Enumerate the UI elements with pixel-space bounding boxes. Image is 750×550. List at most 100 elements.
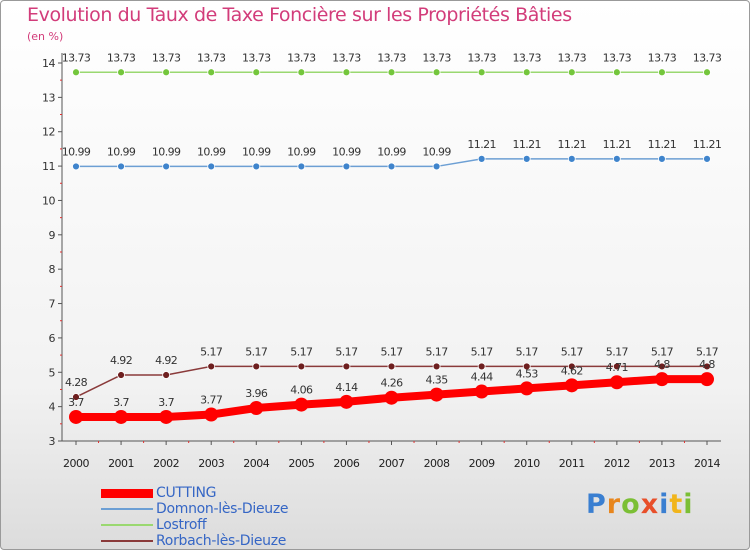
data-label-lostroff: 13.73	[332, 51, 361, 64]
data-label-domnon-l-s-dieuze: 11.21	[648, 138, 677, 151]
data-label-rorbach-l-s-dieuze: 4.92	[155, 354, 177, 367]
point-rorbach-l-s-dieuze	[522, 362, 531, 371]
data-label-rorbach-l-s-dieuze: 4.92	[110, 354, 132, 367]
data-label-lostroff: 13.73	[558, 51, 587, 64]
point-rorbach-l-s-dieuze	[477, 362, 486, 371]
legend-swatch	[101, 488, 153, 498]
data-label-cutting: 4.44	[471, 371, 494, 384]
point-rorbach-l-s-dieuze	[658, 362, 666, 371]
data-label-lostroff: 13.73	[603, 51, 632, 64]
x-tick-label: 2001	[108, 457, 134, 470]
data-label-cutting: 4.53	[516, 367, 539, 380]
legend-label: Domnon-lès-Dieuze	[156, 501, 289, 517]
data-label-lostroff: 13.73	[648, 51, 677, 64]
x-tick-label: 2002	[153, 457, 179, 470]
proxiti-logo: Proxiti	[586, 489, 694, 520]
point-domnon-l-s-dieuze	[72, 162, 80, 171]
point-rorbach-l-s-dieuze	[387, 362, 396, 371]
logo-letter: i	[659, 489, 670, 520]
point-domnon-l-s-dieuze	[612, 154, 621, 163]
legend-swatch	[101, 508, 153, 510]
point-rorbach-l-s-dieuze	[612, 362, 621, 371]
legend-item-cutting: CUTTING	[101, 485, 288, 501]
data-label-domnon-l-s-dieuze: 10.99	[287, 145, 316, 158]
point-rorbach-l-s-dieuze	[207, 362, 216, 371]
point-domnon-l-s-dieuze	[342, 162, 351, 171]
data-label-cutting: 4.8	[654, 358, 670, 371]
point-cutting	[204, 407, 219, 422]
data-label-domnon-l-s-dieuze: 11.21	[693, 138, 722, 151]
point-rorbach-l-s-dieuze	[342, 362, 351, 371]
y-tick-label: 13	[42, 91, 55, 104]
point-lostroff	[477, 68, 486, 77]
data-label-cutting: 3.7	[68, 396, 84, 409]
point-rorbach-l-s-dieuze	[567, 362, 576, 371]
logo-letter: x	[640, 489, 660, 520]
data-label-domnon-l-s-dieuze: 10.99	[377, 145, 406, 158]
point-lostroff	[522, 68, 531, 77]
data-label-domnon-l-s-dieuze: 10.99	[107, 145, 136, 158]
point-lostroff	[387, 68, 396, 77]
data-label-cutting: 3.96	[245, 387, 268, 400]
data-label-cutting: 4.06	[290, 384, 313, 397]
chart-legend: CUTTING Domnon-lès-Dieuze Lostroff Rorbach-…	[101, 485, 289, 549]
point-cutting	[384, 390, 399, 405]
point-cutting	[114, 409, 129, 424]
point-domnon-l-s-dieuze	[703, 154, 711, 163]
data-label-domnon-l-s-dieuze: 10.99	[152, 145, 181, 158]
data-label-rorbach-l-s-dieuze: 5.17	[426, 345, 449, 358]
legend-label: Rorbach-lès-Dieuze	[156, 533, 287, 549]
data-label-lostroff: 13.73	[242, 51, 271, 64]
data-label-domnon-l-s-dieuze: 10.99	[197, 145, 226, 158]
x-tick-label: 2003	[198, 457, 224, 470]
point-cutting	[519, 381, 534, 396]
point-cutting	[294, 397, 309, 412]
data-label-rorbach-l-s-dieuze: 5.17	[380, 345, 403, 358]
data-label-lostroff: 13.73	[62, 51, 91, 64]
data-label-domnon-l-s-dieuze: 10.99	[62, 145, 91, 158]
point-cutting	[700, 372, 714, 387]
point-domnon-l-s-dieuze	[297, 162, 306, 171]
data-label-lostroff: 13.73	[467, 51, 496, 64]
point-domnon-l-s-dieuze	[117, 162, 125, 171]
data-label-cutting: 4.71	[606, 361, 628, 374]
data-label-rorbach-l-s-dieuze: 5.17	[696, 345, 719, 358]
logo-letter: o	[621, 489, 641, 520]
data-label-lostroff: 13.73	[152, 51, 181, 64]
point-cutting	[69, 409, 83, 424]
point-lostroff	[567, 68, 576, 77]
y-tick-label: 12	[42, 126, 55, 139]
point-lostroff	[72, 68, 80, 77]
point-cutting	[249, 401, 264, 416]
x-tick-label: 2013	[649, 457, 675, 470]
data-label-cutting: 3.77	[200, 394, 223, 407]
point-rorbach-l-s-dieuze	[72, 393, 80, 401]
legend-item-rorbach-l-s-dieuze: Rorbach-lès-Dieuze	[101, 533, 288, 549]
point-cutting	[339, 394, 354, 409]
x-tick-label: 2000	[63, 457, 89, 470]
point-domnon-l-s-dieuze	[387, 162, 396, 171]
data-label-rorbach-l-s-dieuze: 5.17	[245, 345, 268, 358]
data-label-domnon-l-s-dieuze: 11.21	[603, 138, 632, 151]
data-label-cutting: 4.62	[561, 364, 583, 377]
point-lostroff	[297, 68, 306, 77]
point-lostroff	[703, 68, 711, 77]
point-cutting	[654, 372, 669, 387]
legend-item-domnon-l-s-dieuze: Domnon-lès-Dieuze	[101, 501, 289, 517]
data-label-domnon-l-s-dieuze: 10.99	[242, 145, 271, 158]
point-domnon-l-s-dieuze	[162, 162, 171, 171]
point-rorbach-l-s-dieuze	[703, 362, 711, 371]
logo-letter: i	[683, 489, 694, 520]
x-tick-label: 2012	[604, 457, 630, 470]
legend-label: Lostroff	[156, 517, 207, 533]
point-cutting	[474, 384, 489, 399]
legend-item-lostroff: Lostroff	[101, 517, 288, 533]
y-tick-label: 6	[49, 332, 56, 345]
data-label-lostroff: 13.73	[377, 51, 406, 64]
data-label-cutting: 4.26	[380, 377, 403, 390]
data-label-rorbach-l-s-dieuze: 5.17	[651, 345, 674, 358]
x-tick-label: 2011	[559, 457, 585, 470]
logo-letter: r	[606, 489, 622, 520]
point-rorbach-l-s-dieuze	[162, 371, 171, 379]
